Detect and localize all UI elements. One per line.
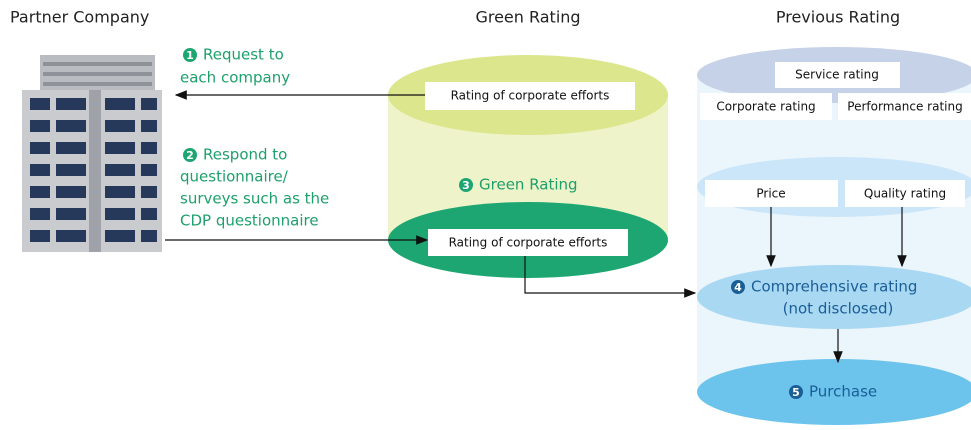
box-label: Rating of corporate efforts <box>451 89 610 103</box>
step-text: Respond to <box>203 146 287 164</box>
box-label: Price <box>756 187 785 201</box>
page: {"headers": ["Partner Company", "Green R… <box>0 0 971 430</box>
step-number: 3 <box>462 179 470 192</box>
header: Partner Company <box>10 8 149 27</box>
step-text: Comprehensive rating <box>751 278 917 296</box>
step-text: each company <box>180 69 290 87</box>
building-icon <box>22 55 162 252</box>
box-label: Corporate rating <box>716 100 815 114</box>
step-text: CDP questionnaire <box>180 212 319 230</box>
step-text: Request to <box>203 46 284 64</box>
diagram: Partner Company Green Rating Previous Ra… <box>0 0 971 430</box>
step-text: surveys such as the <box>180 190 329 208</box>
header: Green Rating <box>475 8 580 27</box>
box-label: Quality rating <box>864 187 946 201</box>
box-label: Performance rating <box>847 100 962 114</box>
step-text: Green Rating <box>479 176 578 194</box>
step-number: 5 <box>792 386 800 399</box>
step-text: (not disclosed) <box>783 300 894 318</box>
step-number: 1 <box>186 49 194 62</box>
step-number: 2 <box>186 149 194 162</box>
step-text: questionnaire/ <box>180 168 289 186</box>
step-number: 4 <box>734 281 742 294</box>
step-text: Purchase <box>809 383 877 401</box>
header: Previous Rating <box>776 8 900 27</box>
box-label: Rating of corporate efforts <box>449 236 608 250</box>
box-label: Service rating <box>795 68 879 82</box>
